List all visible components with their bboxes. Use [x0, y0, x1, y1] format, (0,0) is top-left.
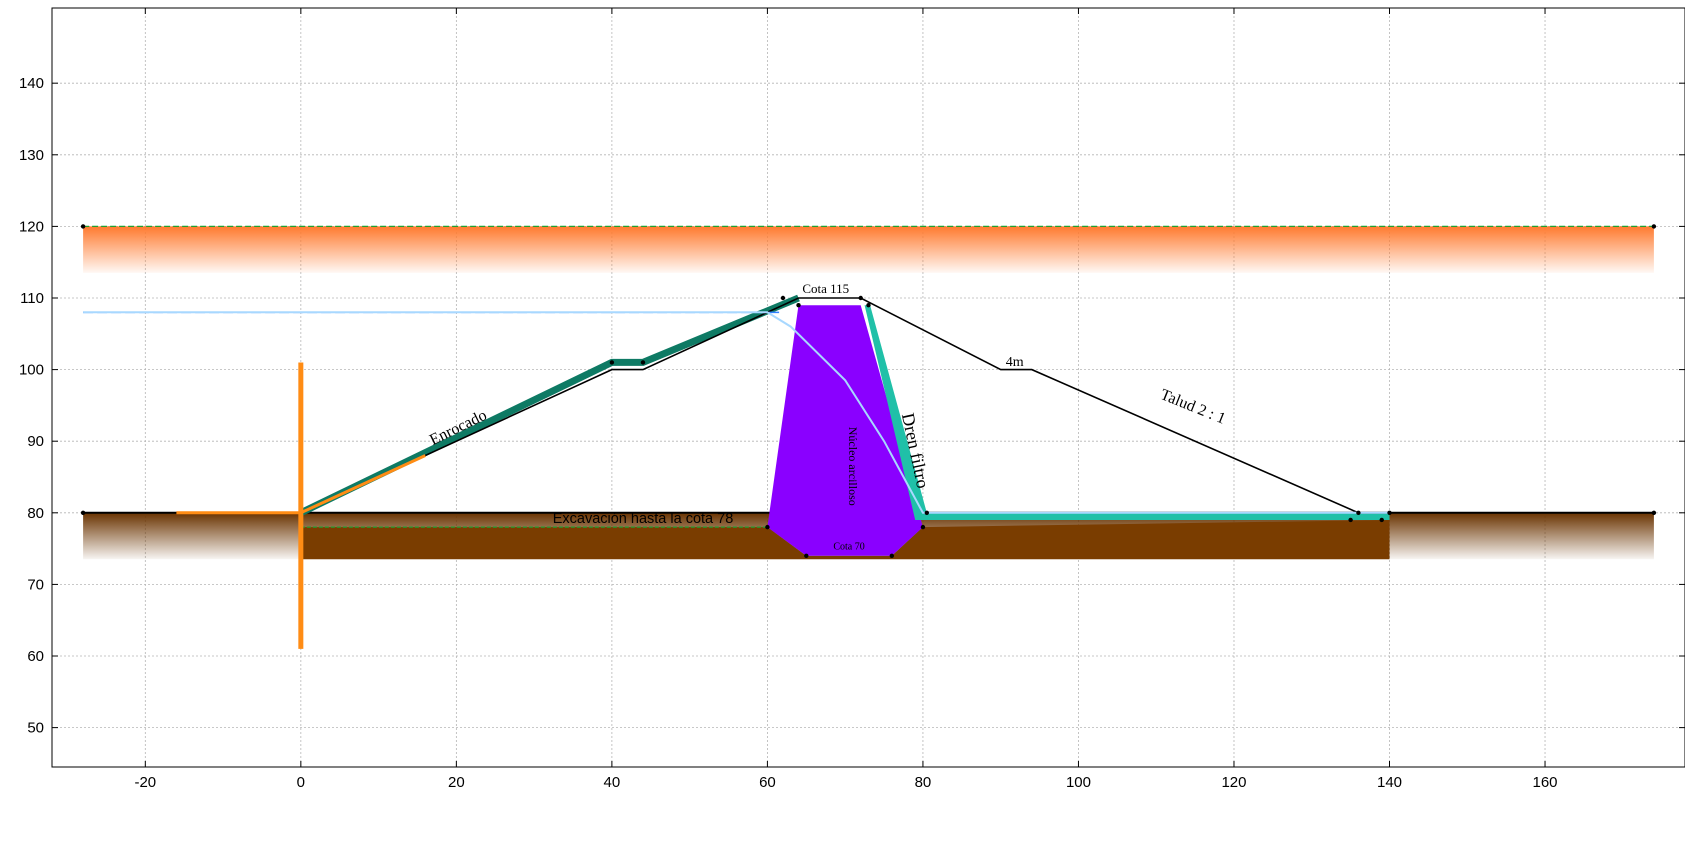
geometry-point	[804, 553, 809, 558]
y-tick-label: 50	[27, 720, 44, 737]
geometry-point	[866, 302, 871, 308]
y-tick-label: 110	[20, 290, 44, 307]
y-tick-label: 140	[19, 75, 44, 92]
excavation-zone	[300, 520, 1390, 560]
y-tick-label: 90	[27, 433, 44, 450]
geometry-point	[1387, 510, 1392, 516]
plot-frame	[51, 7, 1685, 768]
x-tick-label: -20	[134, 774, 156, 791]
berm-width-label: 4m	[1006, 355, 1024, 370]
geometry-point	[920, 524, 926, 530]
x-tick-label: 0	[297, 774, 305, 791]
x-tick-label: 20	[448, 774, 465, 791]
x-axis-ticks: -20 0 20 40 60 80 100 120 140 160	[134, 8, 1558, 791]
y-tick-label: 100	[19, 362, 44, 379]
geometry-point	[1651, 510, 1657, 516]
x-tick-label: 140	[1377, 774, 1402, 791]
x-tick-label: 80	[915, 774, 932, 791]
geometry-point	[780, 295, 786, 301]
upper-layer-band	[83, 226, 1654, 273]
filter-drain	[864, 305, 1390, 520]
geometry-point	[609, 360, 615, 365]
geometry-point	[924, 510, 930, 516]
geometry-point	[889, 553, 895, 558]
core-label: Núcleo arcilloso	[846, 427, 860, 506]
excavation-label: Excavación hasta la cota 78	[553, 511, 734, 527]
geometry-point	[80, 224, 86, 229]
geometry-point	[640, 360, 646, 365]
clay-core	[767, 305, 923, 556]
phreatic-line	[83, 311, 1390, 514]
geometry-point	[80, 510, 86, 516]
geometry-point	[1651, 224, 1657, 229]
core-base-label: Cota 70	[833, 541, 864, 552]
geometry-point	[1356, 510, 1361, 516]
rockfill-shell	[299, 294, 800, 516]
y-tick-label: 120	[19, 218, 44, 235]
x-tick-label: 60	[759, 774, 776, 791]
geometry-point	[1379, 517, 1384, 523]
y-tick-label: 80	[27, 505, 44, 522]
slope-label: Talud 2 : 1	[1158, 386, 1228, 427]
geometry-point	[796, 302, 801, 308]
grid-lines	[52, 8, 1685, 767]
y-axis-ticks: 50 60 70 80 90 100 110 120 130 140	[19, 75, 1685, 737]
geometry-point	[765, 524, 770, 530]
x-tick-label: 40	[604, 774, 621, 791]
x-tick-label: 160	[1533, 774, 1558, 791]
x-tick-label: 100	[1066, 774, 1091, 791]
y-tick-label: 70	[27, 576, 44, 593]
geometry-points	[80, 224, 1657, 558]
y-tick-label: 60	[27, 648, 44, 665]
crest-label: Cota 115	[802, 281, 849, 296]
geometry-point	[858, 295, 863, 301]
y-tick-label: 130	[19, 147, 44, 164]
geometry-point	[1348, 517, 1353, 523]
x-tick-label: 120	[1221, 774, 1246, 791]
